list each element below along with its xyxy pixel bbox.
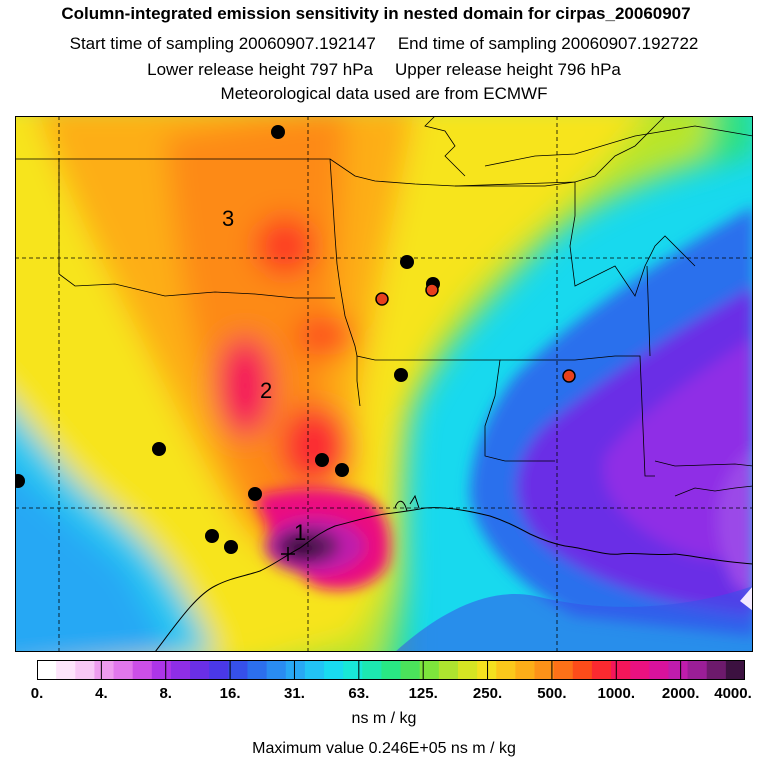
sensitivity-field xyxy=(15,116,753,652)
colorbar-tick-label: 4. xyxy=(95,685,108,702)
site-dot xyxy=(152,442,166,456)
colorbar-tick-label: 1000. xyxy=(597,685,636,702)
colorbar xyxy=(37,660,746,680)
colorbar-segment xyxy=(132,660,153,680)
site-dot xyxy=(15,474,25,488)
emission-sensitivity-map: 1 2 3 xyxy=(15,116,753,652)
colorbar-segment xyxy=(343,660,363,680)
lower-release-label: Lower release height 797 hPa xyxy=(147,60,373,79)
colorbar-segment xyxy=(75,660,96,680)
colorbar-segment xyxy=(381,660,402,680)
colorbar-segment xyxy=(649,660,670,680)
colorbar-segment xyxy=(113,660,134,680)
start-time-label: Start time of sampling 20060907.192147 xyxy=(69,34,376,53)
colorbar-segment xyxy=(611,660,631,680)
colorbar-segment xyxy=(151,660,172,680)
plot-title: Column-integrated emission sensitivity i… xyxy=(61,4,691,23)
graticule xyxy=(15,116,753,652)
colorbar-segment xyxy=(553,660,574,680)
colorbar-border xyxy=(37,660,745,680)
colorbar-segment xyxy=(630,660,650,680)
trajectory-label-1: 1 xyxy=(294,520,306,545)
colorbar-tick-label: 4000. xyxy=(714,685,752,702)
colorbar-segment xyxy=(37,660,57,680)
colorbar-segment xyxy=(706,660,727,680)
sampling-times: Start time of sampling 20060907.192147 En… xyxy=(0,34,768,54)
site-dot-red xyxy=(425,283,439,297)
colorbar-svg xyxy=(37,660,746,680)
colorbar-tick-label: 31. xyxy=(284,685,305,702)
colorbar-segment xyxy=(496,660,516,680)
site-dot xyxy=(271,125,285,139)
colorbar-segment xyxy=(170,660,191,680)
trajectory-label-3: 3 xyxy=(222,206,234,231)
colorbar-segment xyxy=(400,660,421,680)
upper-release-label: Upper release height 796 hPa xyxy=(395,60,621,79)
colorbar-segment xyxy=(457,660,478,680)
site-dot xyxy=(394,368,408,382)
colorbar-segment xyxy=(190,660,210,680)
site-dot xyxy=(400,255,414,269)
colorbar-segment xyxy=(247,660,268,680)
colorbar-segment xyxy=(725,660,746,680)
colorbar-segment xyxy=(591,660,612,680)
site-dot-red xyxy=(562,369,576,383)
site-dot-red xyxy=(375,292,389,306)
colorbar-tick-label: 2000. xyxy=(661,685,700,702)
trajectory-label-2: 2 xyxy=(260,378,272,403)
colorbar-tick-label: 8. xyxy=(159,685,172,702)
coastline xyxy=(154,494,753,652)
colorbar-segment xyxy=(362,660,383,680)
site-markers xyxy=(15,125,576,554)
site-dot xyxy=(315,453,329,467)
colorbar-tick-label: 63. xyxy=(348,685,370,702)
release-point-icon xyxy=(281,547,295,561)
release-heights: Lower release height 797 hPa Upper releas… xyxy=(0,60,768,80)
colorbar-segment xyxy=(209,660,229,680)
colorbar-segment xyxy=(266,660,287,680)
maximum-value-label: Maximum value 0.246E+05 ns m / kg xyxy=(252,740,516,757)
colorbar-segment xyxy=(668,660,689,680)
colorbar-tick-label: 0. xyxy=(30,685,44,702)
colorbar-segment xyxy=(687,660,708,680)
colorbar-tick-label: 125. xyxy=(408,685,438,702)
colorbar-segment xyxy=(324,660,344,680)
colorbar-tick-label: 16. xyxy=(219,685,241,702)
site-dot xyxy=(335,463,349,477)
colorbar-segment xyxy=(304,660,325,680)
political-boundaries xyxy=(15,116,753,497)
colorbar-segment xyxy=(228,660,249,680)
colorbar-segment xyxy=(285,660,306,680)
colorbar-units: ns m / kg xyxy=(351,710,417,727)
colorbar-segment xyxy=(94,660,115,680)
colorbar-segment xyxy=(477,660,497,680)
site-dot xyxy=(224,540,238,554)
colorbar-segment xyxy=(572,660,593,680)
end-time-label: End time of sampling 20060907.192722 xyxy=(397,34,699,53)
colorbar-tick-label: 250. xyxy=(472,685,503,702)
met-data-label: Meteorological data used are from ECMWF xyxy=(220,84,548,103)
site-dot xyxy=(248,487,262,501)
colorbar-tick-label: 500. xyxy=(537,685,567,702)
site-dot xyxy=(205,529,219,543)
colorbar-segment xyxy=(419,660,440,680)
colorbar-segment xyxy=(56,660,76,680)
colorbar-segment xyxy=(534,660,555,680)
colorbar-segment xyxy=(515,660,536,680)
colorbar-segment xyxy=(438,660,459,680)
